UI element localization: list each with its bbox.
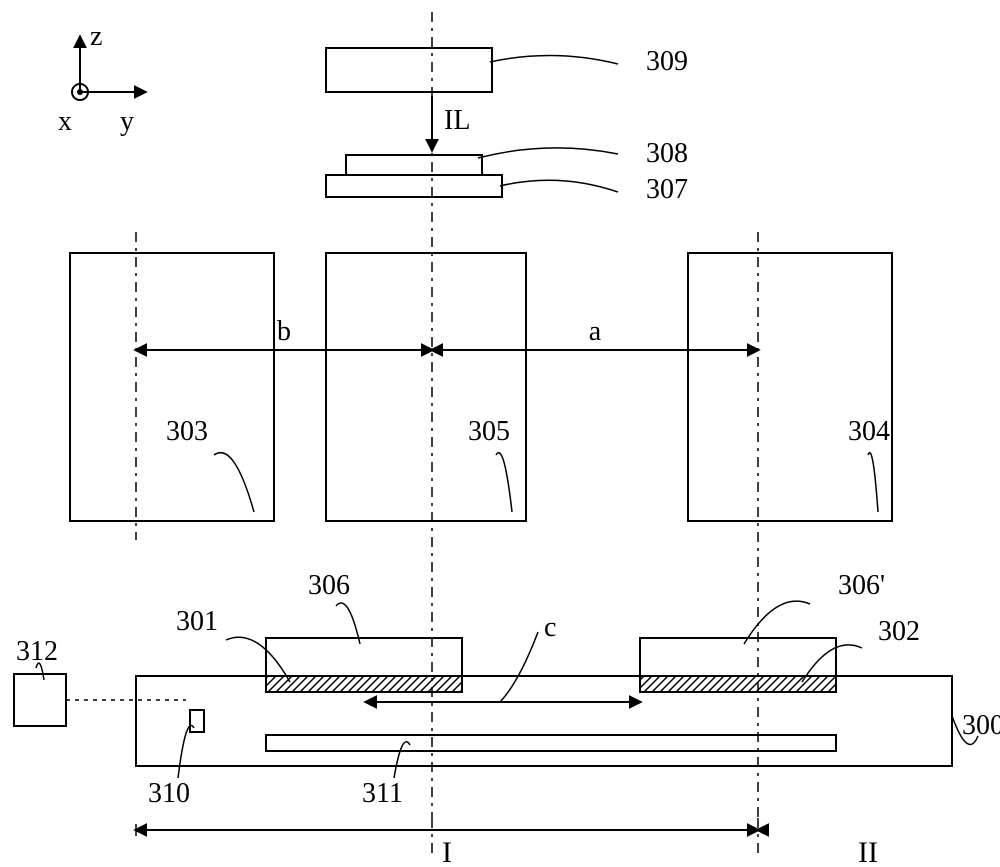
- svg-text:309: 309: [646, 46, 688, 77]
- svg-text:301: 301: [176, 606, 218, 637]
- svg-text:312: 312: [16, 636, 58, 667]
- svg-text:y: y: [120, 106, 134, 137]
- svg-text:305: 305: [468, 416, 510, 447]
- svg-text:b: b: [277, 316, 291, 347]
- svg-text:300: 300: [962, 710, 1000, 741]
- svg-text:310: 310: [148, 778, 190, 809]
- svg-text:x: x: [58, 106, 72, 137]
- technical-diagram: zxyILbacIIIIII30930830730330530430630130…: [0, 0, 1000, 867]
- svg-text:a: a: [589, 316, 602, 347]
- svg-text:307: 307: [646, 174, 688, 205]
- svg-text:II: II: [858, 836, 878, 867]
- svg-text:z: z: [90, 21, 102, 52]
- svg-text:308: 308: [646, 138, 688, 169]
- svg-text:I: I: [442, 836, 452, 867]
- svg-text:302: 302: [878, 616, 920, 647]
- svg-text:IL: IL: [444, 105, 470, 136]
- svg-text:311: 311: [362, 778, 403, 809]
- svg-text:c: c: [544, 612, 556, 643]
- svg-text:306: 306: [308, 570, 350, 601]
- svg-text:304: 304: [848, 416, 890, 447]
- svg-text:306': 306': [838, 570, 885, 601]
- svg-text:303: 303: [166, 416, 208, 447]
